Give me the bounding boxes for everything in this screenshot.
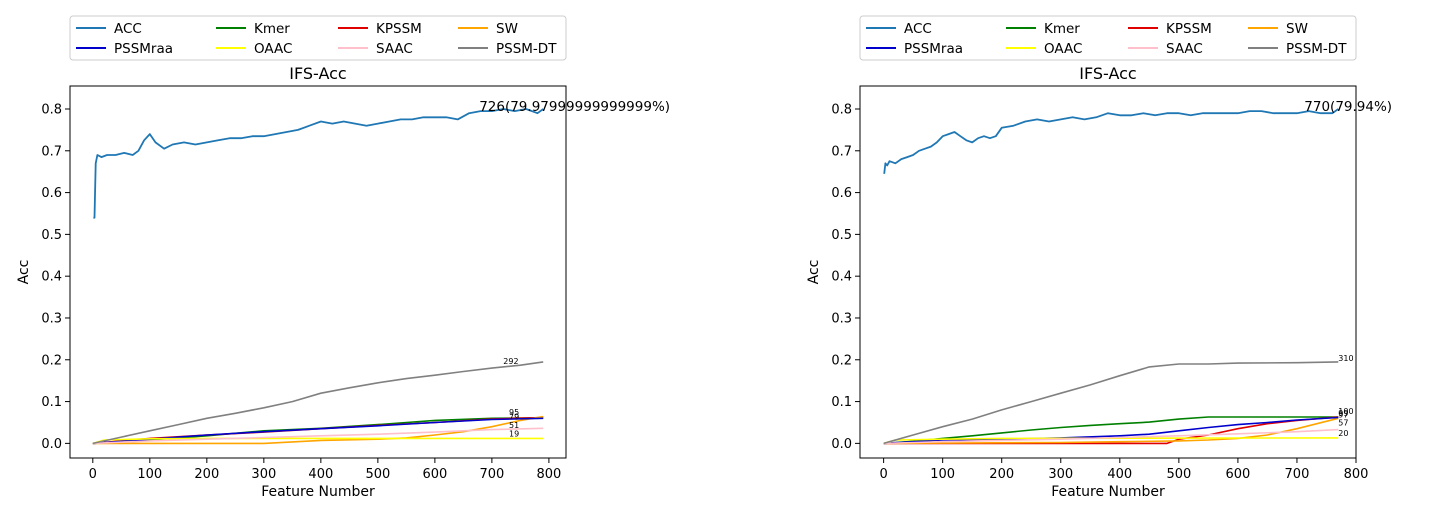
x-tick-label: 0: [879, 467, 887, 482]
series-line-saac: [92, 427, 544, 445]
x-tick-label: 500: [1166, 467, 1191, 482]
y-tick-label: 0.1: [41, 395, 62, 410]
x-axis-title: Feature Number: [1051, 484, 1165, 500]
legend-label-kmer: Kmer: [254, 21, 290, 37]
legend-label-acc: ACC: [114, 21, 142, 37]
series-line-sw: [92, 415, 544, 445]
y-tick-label: 0.6: [831, 186, 852, 201]
y-tick-label: 0.5: [831, 228, 852, 243]
series-line-sw: [883, 417, 1339, 445]
x-tick-label: 100: [137, 467, 162, 482]
series-line-kmer: [883, 416, 1339, 445]
chart-panel-2: IFS-Acc 0 100 200 300 400 500 600 700 800 0.0 0.1 0.…: [806, 15, 1392, 500]
x-tick-label: 800: [536, 467, 561, 482]
legend-label-oaac: OAAC: [254, 41, 292, 57]
series-group: [92, 108, 544, 445]
chart-panel-1: IFS-Acc 0 100 200 300 400 500 600 700 800 0.0 0.1 0.…: [16, 15, 670, 500]
legend-label-pssm-dt: PSSM-DT: [496, 41, 557, 57]
end-value-label: 100: [1338, 407, 1353, 416]
end-value-label: 310: [1338, 354, 1353, 363]
end-value-label: 97: [1338, 410, 1348, 419]
y-tick-label: 0.2: [831, 353, 852, 368]
x-tick-label: 600: [1225, 467, 1250, 482]
legend-label-saac: SAAC: [376, 41, 413, 57]
y-tick-label: 0.8: [831, 102, 852, 117]
end-value-label: 99: [1338, 409, 1348, 418]
y-tick-label: 0.5: [41, 228, 62, 243]
end-value-label: 95: [509, 408, 519, 417]
y-tick-label: 0.1: [831, 395, 852, 410]
series-line-pssm-dt: [883, 361, 1339, 445]
series-line-acc: [93, 108, 544, 219]
legend: ACC Kmer KPSSM SW PSSMraa OAAC SAAC PSSM-DT: [69, 15, 567, 61]
end-value-label: 292: [503, 357, 518, 366]
y-tick-label: 0.3: [41, 311, 62, 326]
x-tick-label: 300: [251, 467, 276, 482]
x-axis-title: Feature Number: [261, 484, 375, 500]
end-value-label: 20: [1338, 429, 1348, 438]
y-tick-label: 0.4: [831, 270, 852, 285]
legend-label-oaac: OAAC: [1044, 41, 1082, 57]
y-tick-label: 0.7: [41, 144, 62, 159]
x-tick-label: 100: [930, 467, 955, 482]
legend-label-pssmraa: PSSMraa: [904, 41, 963, 57]
x-tick-label: 300: [1048, 467, 1073, 482]
series-group: [883, 108, 1339, 445]
legend-frame: [859, 15, 1357, 61]
y-tick-label: 0.0: [41, 437, 62, 452]
plot-title: IFS-Acc: [289, 64, 346, 83]
end-value-label: 51: [509, 421, 519, 430]
y-axis-title: Acc: [806, 260, 822, 285]
legend-label-acc: ACC: [904, 21, 932, 37]
y-tick-label: 0.8: [41, 102, 62, 117]
x-tick-label: 0: [89, 467, 97, 482]
y-tick-label: 0.3: [831, 311, 852, 326]
x-tick-label: 400: [1107, 467, 1132, 482]
y-tick-label: 0.2: [41, 353, 62, 368]
legend-label-saac: SAAC: [1166, 41, 1203, 57]
legend: ACC Kmer KPSSM SW PSSMraa OAAC SAAC PSSM-DT: [859, 15, 1357, 61]
best-point-annotation: 770(79.94%): [1304, 99, 1392, 115]
end-value-label: 79: [509, 413, 519, 422]
y-tick-label: 0.4: [41, 270, 62, 285]
series-line-pssmraa: [92, 417, 544, 445]
x-tick-label: 200: [989, 467, 1014, 482]
plot-title: IFS-Acc: [1079, 64, 1136, 83]
y-tick-label: 0.0: [831, 437, 852, 452]
x-tick-label: 700: [1285, 467, 1310, 482]
legend-label-kmer: Kmer: [1044, 21, 1080, 37]
legend-label-pssmraa: PSSMraa: [114, 41, 173, 57]
legend-label-sw: SW: [1286, 21, 1308, 37]
plot-frame: [69, 85, 567, 459]
legend-label-pssm-dt: PSSM-DT: [1286, 41, 1347, 57]
end-value-label: 57: [1338, 418, 1348, 427]
series-line-pssm-dt: [92, 361, 544, 445]
legend-label-sw: SW: [496, 21, 518, 37]
x-tick-label: 400: [308, 467, 333, 482]
x-tick-label: 200: [194, 467, 219, 482]
x-tick-label: 500: [365, 467, 390, 482]
plot-frame: [859, 85, 1357, 459]
y-tick-label: 0.7: [831, 144, 852, 159]
legend-frame: [69, 15, 567, 61]
series-line-saac: [883, 428, 1339, 445]
x-tick-label: 800: [1344, 467, 1369, 482]
best-point-annotation: 726(79.97999999999999%): [479, 99, 670, 115]
x-tick-label: 700: [479, 467, 504, 482]
legend-label-kpssm: KPSSM: [376, 21, 422, 37]
y-tick-label: 0.6: [41, 186, 62, 201]
end-value-label: 19: [509, 429, 519, 438]
y-axis-title: Acc: [16, 260, 32, 285]
legend-label-kpssm: KPSSM: [1166, 21, 1212, 37]
x-tick-label: 600: [422, 467, 447, 482]
series-line-acc: [883, 108, 1339, 174]
